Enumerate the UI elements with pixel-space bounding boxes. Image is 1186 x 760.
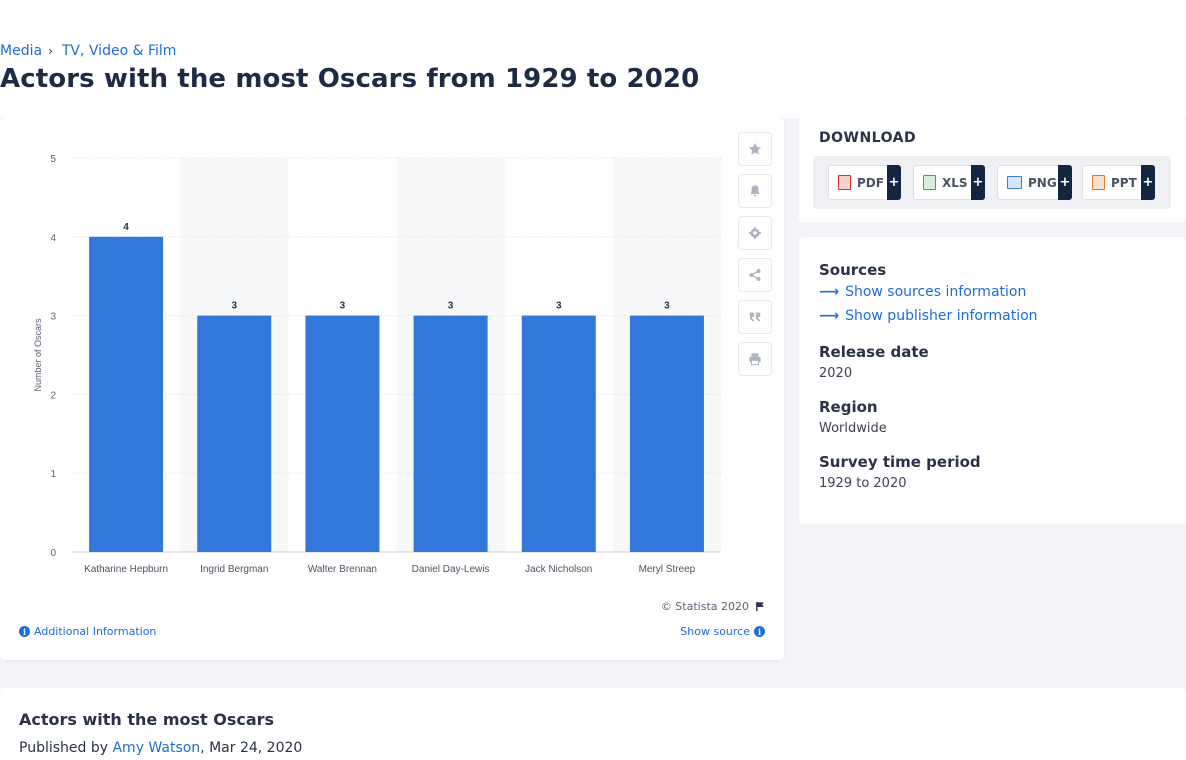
details-card: Sources ⟶ Show sources information ⟶ Sho…: [799, 237, 1186, 524]
flag-icon[interactable]: [755, 601, 766, 612]
favorite-button[interactable]: [738, 132, 772, 166]
additional-information-label: Additional Information: [34, 625, 157, 638]
xls-file-icon: [923, 175, 936, 190]
bar: [197, 315, 272, 552]
arrow-right-icon: ⟶: [819, 284, 840, 300]
author-link[interactable]: Amy Watson: [112, 740, 201, 756]
pdf-plus-badge: +: [887, 165, 901, 200]
y-tick-label: 2: [50, 390, 56, 401]
xls-plus-badge: +: [971, 165, 985, 200]
png-file-icon: [1007, 176, 1022, 189]
show-sources-link[interactable]: ⟶ Show sources information: [819, 284, 1026, 300]
bar: [305, 315, 380, 552]
download-xls-button[interactable]: XLS +: [913, 165, 985, 200]
show-sources-label: Show sources information: [845, 284, 1027, 300]
show-source-link[interactable]: Show source i: [680, 625, 765, 638]
x-tick-label: Ingrid Bergman: [200, 564, 268, 575]
article-title: Actors with the most Oscars: [19, 710, 275, 729]
data-label: 4: [123, 222, 129, 233]
data-label: 3: [340, 301, 346, 312]
copyright-text: © Statista 2020: [660, 600, 749, 613]
chart-copyright: © Statista 2020: [661, 600, 766, 613]
bar: [521, 315, 596, 552]
bar-chart: 0 1 2 3 4 5 Number of Oscars 4 Katharine Hepburn…: [33, 154, 721, 575]
show-publisher-label: Show publisher information: [845, 308, 1038, 324]
settings-button[interactable]: [738, 216, 772, 250]
y-axis-label: Number of Oscars: [33, 318, 43, 392]
bar: [629, 315, 704, 552]
print-button[interactable]: [738, 342, 772, 376]
region-value: Worldwide: [819, 421, 887, 436]
data-label: 3: [556, 301, 562, 312]
release-date-value: 2020: [819, 366, 853, 381]
survey-period-value: 1929 to 2020: [819, 476, 907, 491]
ppt-plus-badge: +: [1141, 165, 1155, 200]
breadcrumb-separator: ›: [48, 44, 53, 58]
share-icon: [749, 269, 761, 281]
notification-button[interactable]: [738, 174, 772, 208]
print-icon: [749, 353, 761, 366]
chart-toolbar: [738, 132, 772, 384]
download-title: DOWNLOAD: [819, 130, 917, 146]
download-bar: PDF + XLS + PNG + PPT +: [813, 156, 1171, 209]
download-xls-label: XLS: [942, 175, 968, 190]
survey-period-label: Survey time period: [819, 453, 981, 471]
download-pdf-button[interactable]: PDF +: [828, 165, 901, 200]
ppt-file-icon: [1092, 175, 1105, 190]
y-tick-label: 5: [50, 154, 56, 165]
download-pdf-label: PDF: [857, 175, 884, 190]
download-png-label: PNG: [1028, 175, 1057, 190]
breadcrumb-tv-video-film[interactable]: TV, Video & Film: [61, 43, 177, 59]
data-label: 3: [448, 301, 454, 312]
additional-information-link[interactable]: i Additional Information: [19, 625, 156, 638]
show-publisher-link[interactable]: ⟶ Show publisher information: [819, 308, 1038, 324]
page-title: Actors with the most Oscars from 1929 to…: [0, 64, 700, 94]
y-tick-label: 1: [50, 469, 56, 480]
star-icon: [748, 142, 762, 155]
sources-label: Sources: [819, 261, 887, 279]
x-tick-label: Walter Brennan: [308, 564, 377, 575]
y-tick-label: 4: [50, 233, 56, 244]
article-card: Actors with the most Oscars Published by…: [0, 688, 1186, 760]
bar: [89, 236, 164, 553]
download-ppt-button[interactable]: PPT +: [1082, 165, 1155, 200]
data-label: 3: [231, 301, 237, 312]
data-label: 3: [664, 301, 670, 312]
breadcrumb-media[interactable]: Media: [0, 43, 43, 59]
header-band: [0, 0, 1186, 118]
info-icon: i: [19, 626, 30, 637]
pdf-file-icon: [838, 175, 851, 190]
png-plus-badge: +: [1058, 165, 1072, 200]
x-tick-label: Jack Nicholson: [525, 564, 592, 575]
share-button[interactable]: [738, 258, 772, 292]
region-label: Region: [819, 398, 878, 416]
download-ppt-label: PPT: [1111, 175, 1137, 190]
bell-icon: [750, 185, 760, 197]
arrow-right-icon: ⟶: [819, 308, 840, 324]
bar: [413, 315, 488, 552]
release-date-label: Release date: [819, 343, 929, 361]
published-prefix: Published by: [19, 740, 109, 756]
breadcrumb: Media › TV, Video & Film: [0, 43, 176, 59]
x-tick-label: Katharine Hepburn: [84, 564, 168, 575]
x-tick-label: Daniel Day-Lewis: [412, 564, 490, 575]
quote-icon: [749, 312, 761, 322]
y-tick-label: 3: [50, 312, 56, 323]
article-published: Published by Amy Watson, Mar 24, 2020: [19, 740, 302, 756]
download-card: DOWNLOAD PDF + XLS + PNG + PPT +: [799, 118, 1186, 222]
info-icon: i: [754, 626, 765, 637]
cite-button[interactable]: [738, 300, 772, 334]
gear-icon: [748, 226, 762, 240]
show-source-label: Show source: [680, 625, 750, 638]
x-tick-label: Meryl Streep: [639, 564, 696, 575]
chart-card: 0 1 2 3 4 5 Number of Oscars 4 Katharine Hepburn…: [0, 118, 784, 660]
published-date: , Mar 24, 2020: [200, 740, 303, 756]
download-png-button[interactable]: PNG +: [997, 165, 1072, 200]
y-tick-label: 0: [50, 548, 56, 559]
